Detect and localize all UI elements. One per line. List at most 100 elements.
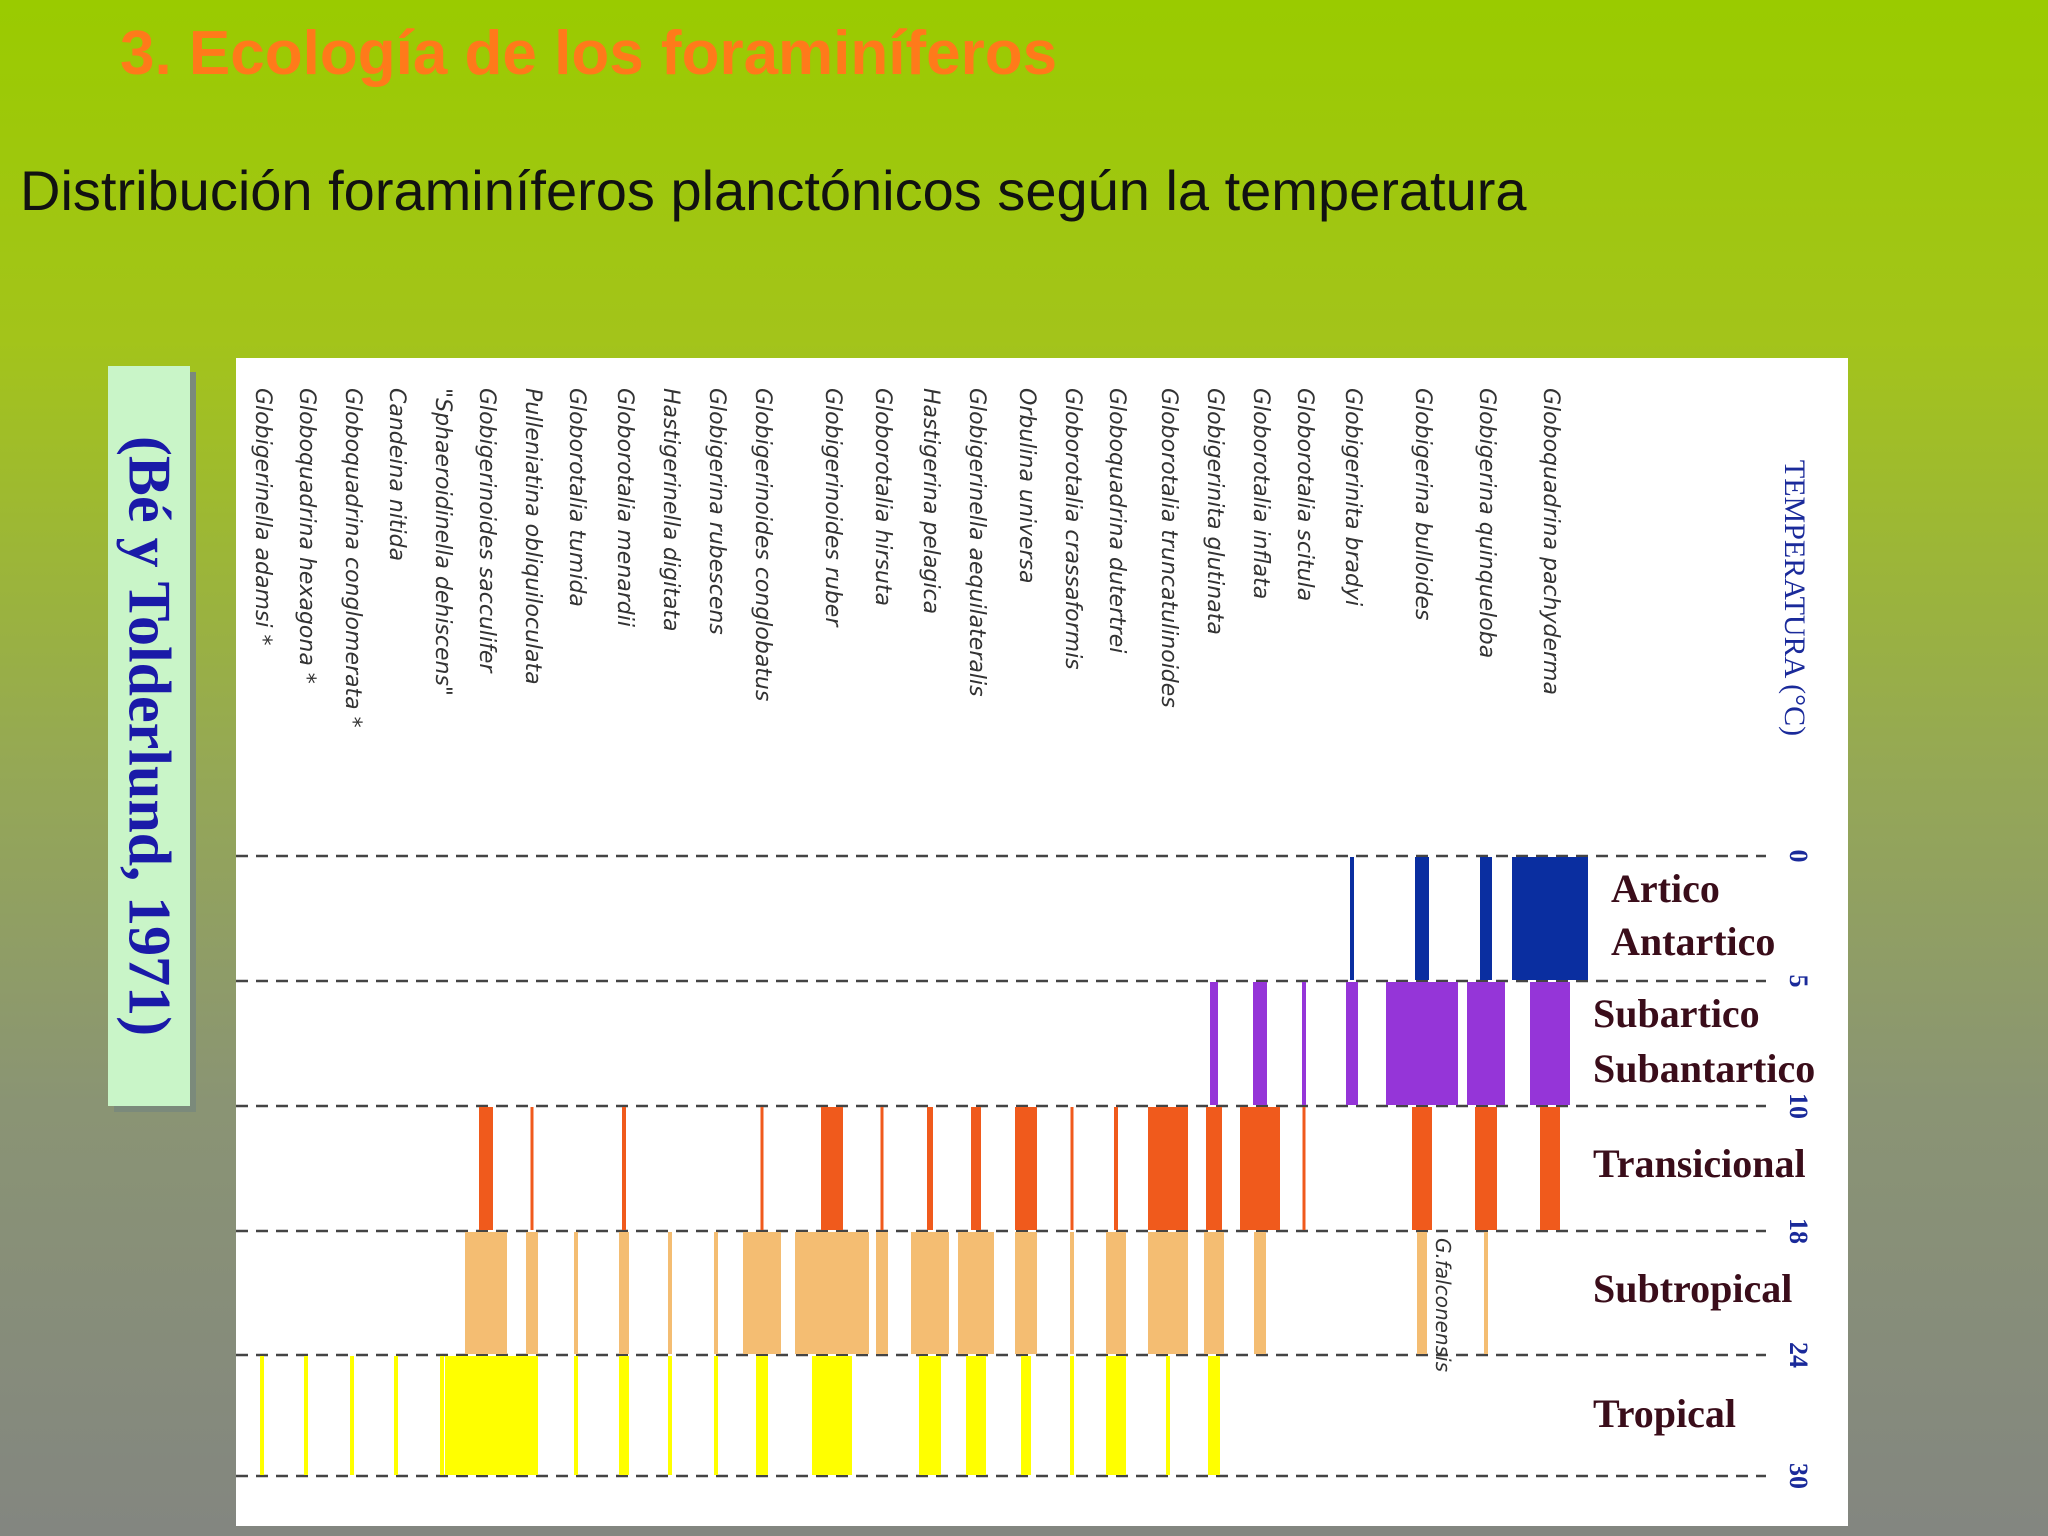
- occurrence-bar: [756, 1356, 768, 1475]
- species-name: Globoquadrina conglomerata *: [340, 388, 365, 728]
- occurrence-bar: [876, 1232, 888, 1354]
- zone-label: Subartico: [1593, 991, 1760, 1036]
- occurrence-bar: [958, 1232, 994, 1354]
- occurrence-bar: [1021, 1356, 1031, 1475]
- species-name: Globorotalia scitula: [1292, 388, 1317, 601]
- species-name: Globorotalia inflata: [1248, 388, 1273, 599]
- zone-label: Subantartico: [1593, 1046, 1815, 1091]
- distribution-diagram-svg: 0 5 10 18 24 30 TEMPERATURA (°C) Artico Antartic…: [236, 388, 1815, 1489]
- occurrence-bar: [1467, 982, 1505, 1105]
- occurrence-bar: [1240, 1107, 1280, 1230]
- occurrence-bar: [1512, 857, 1588, 980]
- temperature-tick-label: 10: [1784, 1093, 1813, 1119]
- occurrence-bar: [1415, 857, 1429, 980]
- species-name: Globigerinoides ruber: [820, 388, 845, 628]
- species-name: Pulleniatina obliquiloculata: [520, 388, 545, 685]
- temperature-tick-label: 0: [1784, 850, 1813, 863]
- temperature-tick-label: 24: [1784, 1342, 1813, 1368]
- occurrence-bar: [880, 1107, 884, 1230]
- species-name: Candeina nitida: [384, 388, 409, 561]
- occurrence-bar: [1148, 1107, 1188, 1230]
- species-name: Globigerinoides sacculifer: [474, 388, 499, 674]
- slide-subtitle: Distribución foraminíferos planctónicos …: [20, 159, 1527, 222]
- species-name: Orbulina universa: [1014, 388, 1039, 583]
- occurrence-bar: [966, 1356, 986, 1475]
- occurrence-bar: [1210, 982, 1218, 1105]
- species-name: Globigerinoides conglobatus: [750, 388, 775, 701]
- species-name: Hastigerina pelagica: [918, 388, 943, 614]
- species-name: Globigerinita glutinata: [1202, 388, 1227, 635]
- slide-title: 3. Ecología de los foraminíferos: [120, 19, 1058, 88]
- occurrence-bar: [1015, 1107, 1037, 1230]
- occurrence-bar: [812, 1356, 852, 1475]
- occurrence-bar: [1302, 982, 1306, 1105]
- occurrence-bar: [668, 1356, 672, 1475]
- species-annotation: G.falconensis: [1431, 1238, 1455, 1372]
- occurrence-bar: [1475, 1107, 1497, 1230]
- species-name: Hastigerinella digitata: [658, 388, 683, 631]
- species-name: Globigerina bulloides: [1410, 388, 1435, 620]
- occurrence-bar: [445, 1356, 527, 1475]
- occurrence-bar: [1412, 1107, 1432, 1230]
- occurrence-bar: [619, 1356, 629, 1475]
- occurrence-bar: [1166, 1356, 1170, 1475]
- occurrence-bar: [760, 1107, 764, 1230]
- species-name: Globorotalia crassaformis: [1060, 388, 1085, 670]
- occurrence-bar: [526, 1232, 538, 1354]
- occurrence-bar: [743, 1232, 781, 1354]
- occurrence-bar: [668, 1232, 672, 1354]
- occurrence-bar: [350, 1356, 354, 1475]
- occurrence-bar: [1484, 1232, 1488, 1354]
- temperature-tick-label: 30: [1784, 1463, 1813, 1489]
- occurrence-bar: [574, 1232, 578, 1354]
- occurrence-bar: [714, 1356, 718, 1475]
- zone-label: Artico: [1611, 866, 1720, 911]
- occurrence-bar: [622, 1107, 626, 1230]
- occurrence-bar: [1208, 1356, 1220, 1475]
- occurrence-bar: [1302, 1107, 1306, 1230]
- temperature-axis-label: TEMPERATURA (°C): [1778, 460, 1811, 736]
- occurrence-bar: [795, 1232, 869, 1354]
- occurrence-bar: [1106, 1356, 1126, 1475]
- species-name: Globigerina rubescens: [704, 388, 729, 635]
- occurrence-bar: [479, 1107, 493, 1230]
- species-name: Globorotalia menardii: [612, 388, 637, 627]
- occurrence-bar: [574, 1356, 578, 1475]
- occurrence-bar: [1070, 1356, 1074, 1475]
- occurrence-bar: [911, 1232, 949, 1354]
- occurrence-bar: [1206, 1107, 1222, 1230]
- species-name: Globigerinella aequilateralis: [964, 388, 989, 697]
- occurrence-bar: [1346, 982, 1358, 1105]
- zone-label: Subtropical: [1593, 1266, 1792, 1311]
- occurrence-bar: [1070, 1107, 1074, 1230]
- zone-label: Tropical: [1593, 1391, 1736, 1436]
- occurrence-bar: [971, 1107, 981, 1230]
- occurrence-bar: [526, 1356, 538, 1475]
- occurrence-bar: [1417, 1232, 1427, 1354]
- occurrence-bar: [1540, 1107, 1560, 1230]
- occurrence-bar: [1148, 1232, 1188, 1354]
- occurrence-bar: [465, 1232, 507, 1354]
- occurrence-bar: [619, 1232, 629, 1354]
- occurrence-bar: [919, 1356, 941, 1475]
- occurrence-bar: [1480, 857, 1492, 980]
- occurrence-bar: [440, 1356, 444, 1475]
- distribution-diagram: 0 5 10 18 24 30 TEMPERATURA (°C) Artico Antartic…: [236, 358, 1848, 1526]
- occurrence-bar: [530, 1107, 534, 1230]
- occurrence-bar: [1015, 1232, 1037, 1354]
- zone-label: Transicional: [1593, 1141, 1806, 1186]
- occurrence-bar: [714, 1232, 718, 1354]
- occurrence-bar: [821, 1107, 843, 1230]
- species-name: Globorotalia truncatulinoides: [1156, 388, 1181, 708]
- occurrence-bar: [1350, 857, 1354, 980]
- occurrence-bar: [1106, 1232, 1126, 1354]
- species-name: Globoquadrina dutertrei: [1104, 388, 1129, 653]
- occurrence-bar: [260, 1356, 264, 1475]
- species-name: "Sphaeroidinella dehiscens": [430, 388, 455, 696]
- zone-label: Antartico: [1611, 919, 1775, 964]
- occurrence-bar: [1530, 982, 1570, 1105]
- species-name: Globigerina quinqueloba: [1474, 388, 1499, 658]
- temperature-tick-label: 5: [1784, 975, 1813, 988]
- occurrence-bar: [1253, 982, 1267, 1105]
- occurrence-bar: [394, 1356, 398, 1475]
